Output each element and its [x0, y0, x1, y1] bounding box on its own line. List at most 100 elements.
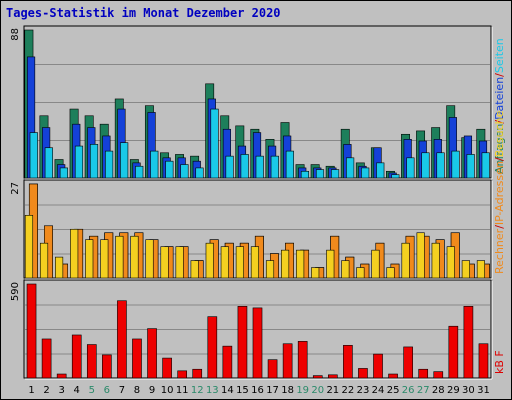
bar-visits-besuche-day-25	[386, 267, 395, 279]
bar-visits-besuche-day-3	[55, 256, 64, 279]
bar-requests-seiten-day-27	[421, 152, 430, 179]
bar-visits-besuche-day-16	[250, 246, 259, 279]
x-tick-label-day-6: 6	[104, 385, 110, 396]
bar-visits-besuche-day-12	[190, 260, 199, 279]
bar-kbytes-kb-f-day-13	[207, 316, 218, 379]
bar-visits-besuche-day-10	[160, 246, 169, 279]
bar-requests-seiten-day-29	[451, 150, 460, 179]
chart-title: Tages-Statistik im Monat Dezember 2020	[6, 6, 281, 20]
bar-kbytes-kb-f-day-30	[463, 306, 474, 379]
bar-kbytes-kb-f-day-1	[26, 283, 37, 379]
y-max-label: 88	[10, 28, 21, 41]
bar-kbytes-kb-f-day-9	[147, 328, 157, 379]
bar-visits-besuche-day-9	[145, 239, 154, 279]
bar-kbytes-kb-f-day-18	[282, 343, 293, 379]
bar-requests-seiten-day-26	[406, 157, 415, 179]
bar-visits-besuche-day-27	[416, 232, 425, 279]
bar-visits-besuche-day-15	[235, 246, 244, 279]
legend-bot: kB F	[493, 350, 506, 374]
bar-visits-besuche-day-31	[476, 260, 485, 279]
bar-visits-besuche-day-13	[205, 242, 214, 279]
x-tick-label-day-23: 23	[357, 385, 370, 396]
bar-requests-seiten-day-21	[331, 169, 340, 179]
bar-requests-seiten-day-5	[89, 144, 99, 179]
bar-requests-seiten-day-31	[481, 152, 490, 179]
x-tick-label-day-14: 14	[221, 385, 234, 396]
bar-kbytes-kb-f-day-20	[312, 375, 323, 379]
bar-requests-seiten-day-7	[120, 142, 129, 179]
bar-visits-besuche-day-29	[446, 246, 455, 279]
bar-requests-seiten-day-14	[225, 155, 234, 179]
x-tick-label-day-25: 25	[387, 385, 400, 396]
bar-kbytes-kb-f-day-2	[41, 338, 52, 379]
bar-requests-seiten-day-13	[210, 108, 219, 179]
bar-requests-seiten-day-2	[44, 147, 53, 179]
x-tick-label-day-26: 26	[402, 385, 415, 396]
x-tick-label-day-18: 18	[281, 385, 294, 396]
y-max-label: 590	[10, 282, 21, 301]
bar-kbytes-kb-f-day-12	[192, 368, 203, 379]
bar-visits-besuche-day-2	[39, 242, 49, 279]
x-tick-label-day-5: 5	[89, 385, 95, 396]
bar-kbytes-kb-f-day-14	[222, 345, 233, 379]
x-tick-label-day-7: 7	[119, 385, 125, 396]
bar-visits-besuche-day-23	[356, 267, 365, 279]
x-tick-label-day-12: 12	[191, 385, 204, 396]
legend-entry: Rechner	[493, 228, 506, 274]
legend-entry: /	[493, 157, 506, 161]
bar-requests-seiten-day-3	[59, 167, 68, 179]
x-tick-label-day-8: 8	[134, 385, 140, 396]
x-tick-label-day-4: 4	[74, 385, 80, 396]
x-tick-label-day-10: 10	[161, 385, 174, 396]
x-tick-label-day-22: 22	[342, 385, 355, 396]
bar-requests-seiten-day-19	[300, 170, 310, 179]
legend-entry: Seiten	[493, 38, 506, 73]
x-tick-label-day-11: 11	[176, 385, 189, 396]
bar-visits-besuche-day-17	[265, 260, 275, 279]
bar-requests-seiten-day-16	[255, 155, 264, 179]
bar-visits-besuche-day-5	[85, 239, 94, 279]
bar-kbytes-kb-f-day-23	[358, 368, 368, 379]
legend-entry: Dateien	[493, 77, 506, 120]
bar-requests-seiten-day-11	[180, 164, 189, 179]
bar-requests-seiten-day-22	[346, 157, 355, 179]
legend-entry: IP-Adressen	[493, 161, 506, 225]
bar-kbytes-kb-f-day-10	[162, 357, 172, 379]
bar-kbytes-kb-f-day-31	[478, 343, 489, 379]
bar-visits-besuche-day-20	[311, 267, 320, 279]
bar-visits-besuche-day-26	[401, 242, 410, 279]
bar-visits-besuche-day-11	[175, 246, 184, 279]
bar-visits-besuche-day-1	[24, 215, 34, 279]
legend-top: Anfragen/Dateien/Seiten	[493, 38, 506, 174]
bar-kbytes-kb-f-day-4	[71, 334, 82, 379]
bar-kbytes-kb-f-day-17	[267, 359, 278, 379]
bar-requests-seiten-day-18	[285, 150, 294, 179]
y-max-label: 27	[10, 182, 21, 195]
bar-visits-besuche-day-19	[296, 249, 305, 279]
bar-kbytes-kb-f-day-8	[132, 338, 142, 379]
x-tick-label-day-13: 13	[206, 385, 219, 396]
legend-entry: /	[493, 73, 506, 77]
bar-kbytes-kb-f-day-6	[102, 354, 112, 379]
bar-kbytes-kb-f-day-24	[373, 353, 383, 379]
bar-requests-seiten-day-10	[165, 160, 174, 179]
bar-visits-besuche-day-8	[130, 235, 139, 279]
legend-entry: /	[493, 225, 506, 229]
x-tick-label-day-3: 3	[58, 385, 64, 396]
bar-visits-besuche-day-7	[115, 235, 124, 279]
bar-requests-seiten-day-15	[240, 154, 249, 179]
bar-requests-seiten-day-20	[315, 169, 325, 179]
bar-requests-seiten-day-6	[105, 150, 114, 179]
legend-entry: Anfragen	[493, 124, 506, 174]
bar-kbytes-kb-f-day-16	[252, 307, 263, 379]
bar-kbytes-kb-f-day-27	[418, 368, 429, 379]
bar-requests-seiten-day-8	[135, 165, 144, 179]
bar-visits-besuche-day-4	[70, 228, 79, 279]
bar-kbytes-kb-f-day-3	[56, 373, 67, 379]
bar-requests-seiten-day-28	[436, 152, 445, 179]
bar-visits-besuche-day-24	[371, 249, 380, 279]
x-tick-label-day-19: 19	[296, 385, 309, 396]
x-tick-label-day-2: 2	[43, 385, 49, 396]
x-tick-label-day-17: 17	[266, 385, 279, 396]
